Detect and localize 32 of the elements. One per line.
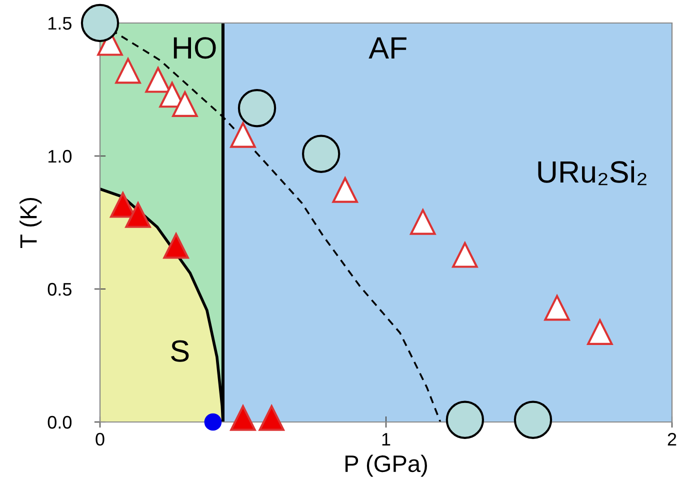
point xyxy=(204,413,222,431)
x-tick-label: 0 xyxy=(96,432,104,446)
band-label: HO xyxy=(174,37,216,59)
point xyxy=(230,405,256,431)
y-tick-label: 0.5 xyxy=(48,282,72,296)
y-tick-label: 0.0 xyxy=(48,416,72,429)
point xyxy=(115,58,141,84)
point xyxy=(514,400,552,439)
point xyxy=(452,242,478,268)
point xyxy=(163,233,189,259)
point xyxy=(544,295,570,321)
annotation: URu₂Si₂ xyxy=(538,160,646,186)
point xyxy=(332,177,358,203)
point xyxy=(230,122,256,148)
point xyxy=(80,4,120,42)
point xyxy=(125,202,151,228)
y-axis-title: T (K) xyxy=(20,198,42,248)
band-label: AF xyxy=(368,37,406,58)
point xyxy=(145,67,171,93)
point xyxy=(446,400,484,439)
point xyxy=(302,134,340,173)
y-tick-label: 1.5 xyxy=(48,17,72,30)
point xyxy=(410,209,436,235)
x-tick-label: 1 xyxy=(382,433,390,446)
x-axis-title: P (GPa) xyxy=(346,454,427,477)
y-tick-label: 1.0 xyxy=(48,150,72,163)
point xyxy=(587,319,613,345)
point xyxy=(238,89,276,128)
series-label: S xyxy=(171,340,189,362)
x-tick-label: 2 xyxy=(668,432,676,446)
point xyxy=(172,91,198,117)
point xyxy=(258,405,284,431)
